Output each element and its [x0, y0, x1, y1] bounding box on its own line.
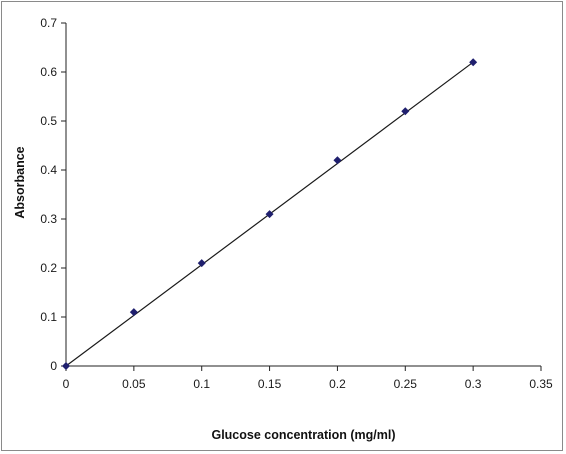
y-tick-label: 0.3 — [40, 212, 57, 226]
x-tick-label: 0.25 — [394, 377, 418, 391]
data-point-marker — [333, 156, 342, 165]
x-axis: 0 0.05 0.1 0.15 0.2 0.25 0.3 0.35 — [63, 365, 553, 391]
y-tick-label: 0.1 — [40, 310, 57, 324]
y-axis-title: Absorbance — [13, 146, 27, 218]
data-point-marker — [62, 362, 70, 370]
x-tick-label: 0.1 — [193, 377, 210, 391]
x-tick-label: 0 — [63, 377, 70, 391]
x-tick-label: 0.05 — [122, 377, 146, 391]
data-points — [62, 58, 478, 370]
y-tick-label: 0.7 — [40, 16, 57, 30]
data-point-marker — [401, 107, 410, 116]
y-tick-label: 0.6 — [40, 65, 57, 79]
data-point-marker — [469, 58, 478, 67]
x-axis-title: Glucose concentration (mg/ml) — [211, 428, 395, 442]
y-tick-label: 0 — [50, 359, 57, 373]
x-tick-label: 0.3 — [465, 377, 482, 391]
y-tick-label: 0.4 — [40, 163, 57, 177]
x-tick-label: 0.2 — [329, 377, 346, 391]
x-tick-label: 0.15 — [258, 377, 282, 391]
y-tick-label: 0.2 — [40, 261, 57, 275]
data-point-marker — [129, 308, 138, 317]
x-tick-label: 0.35 — [529, 377, 553, 391]
data-point-marker — [265, 210, 274, 219]
data-point-marker — [197, 259, 206, 268]
y-tick-label: 0.5 — [40, 114, 57, 128]
y-axis: 0 0.1 0.2 0.3 0.4 0.5 0.6 0.7 — [40, 16, 67, 373]
